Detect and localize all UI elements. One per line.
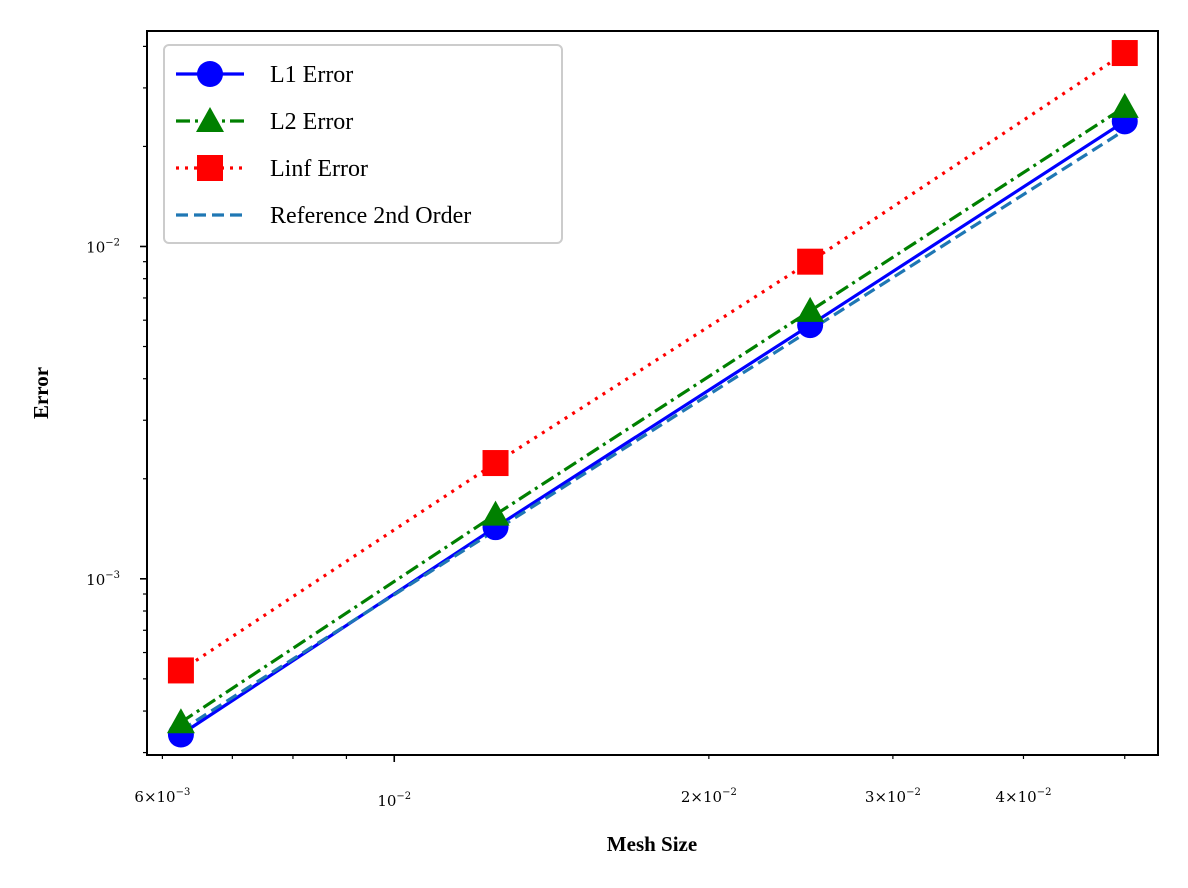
legend-label-linf-error: Linf Error bbox=[270, 156, 368, 182]
data-point-linf-error bbox=[797, 248, 824, 275]
legend-label-reference-2nd-order: Reference 2nd Order bbox=[270, 203, 471, 229]
legend-label-l1-error: L1 Error bbox=[270, 62, 353, 88]
x-tick-label: 6×10−3 bbox=[134, 787, 190, 806]
y-axis-title: Error bbox=[29, 367, 53, 419]
major-ticks bbox=[140, 245, 396, 762]
legend: L1 Error L2 Error Linf Error Reference 2nd … bbox=[163, 44, 563, 244]
x-tick-label-exponent: −2 bbox=[396, 791, 411, 802]
data-point-linf-error bbox=[167, 657, 194, 684]
y-tick-label-exponent: −2 bbox=[105, 237, 120, 248]
data-point-linf-error bbox=[1111, 40, 1138, 67]
tick-labels: 6×10−3 10−2 2×10−2 3×10−2 4×10−210−310−2 bbox=[86, 237, 1051, 810]
x-tick-label-exponent: −2 bbox=[1037, 787, 1052, 798]
y-tick-label-base: 10 bbox=[86, 238, 105, 256]
data-point-l2-error bbox=[166, 708, 195, 734]
legend-marker-l2-error bbox=[196, 107, 224, 132]
x-tick-label: 4×10−2 bbox=[995, 787, 1051, 806]
x-tick-label-exponent: −2 bbox=[722, 787, 737, 798]
x-axis-title: Mesh Size bbox=[607, 832, 697, 856]
x-tick-label-base: 2×10 bbox=[681, 788, 722, 806]
x-tick-label: 3×10−2 bbox=[865, 787, 921, 806]
series-layer bbox=[166, 40, 1139, 748]
x-tick-label-exponent: −3 bbox=[176, 787, 191, 798]
x-tick-label-base: 3×10 bbox=[865, 788, 906, 806]
y-tick-label-base: 10 bbox=[86, 571, 105, 589]
data-point-l2-error bbox=[1110, 92, 1139, 118]
data-point-l2-error bbox=[796, 296, 825, 322]
legend-marker-linf-error bbox=[197, 155, 223, 181]
legend-box bbox=[163, 44, 563, 244]
x-tick-label: 2×10−2 bbox=[681, 787, 737, 806]
data-point-l2-error bbox=[481, 500, 510, 526]
plot-frame bbox=[146, 30, 1159, 756]
y-tick-label: 10−3 bbox=[86, 570, 120, 589]
y-tick-label-exponent: −3 bbox=[105, 570, 120, 581]
series-line-reference-2nd-order bbox=[180, 128, 1126, 732]
x-tick-label: 10−2 bbox=[377, 791, 411, 810]
x-tick-label-base: 10 bbox=[377, 792, 396, 810]
legend-label-l2-error: L2 Error bbox=[270, 109, 353, 135]
data-point-linf-error bbox=[482, 450, 509, 477]
x-tick-label-base: 6×10 bbox=[134, 788, 175, 806]
series-line-l2-error bbox=[180, 105, 1126, 724]
x-tick-label-base: 4×10 bbox=[995, 788, 1036, 806]
y-tick-label: 10−2 bbox=[86, 237, 120, 256]
legend-marker-l1-error bbox=[197, 61, 223, 87]
x-tick-label-exponent: −2 bbox=[906, 787, 921, 798]
